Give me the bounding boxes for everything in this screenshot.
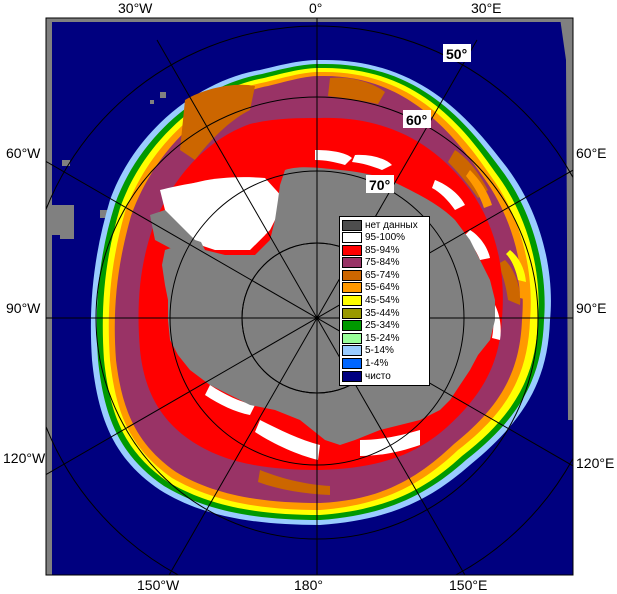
lat-label-60-box xyxy=(403,110,431,128)
legend-swatch xyxy=(342,282,362,294)
legend-swatch xyxy=(342,295,362,307)
map-border xyxy=(45,17,574,576)
legend-swatch xyxy=(342,244,362,256)
lat-label-50-box xyxy=(443,44,471,62)
legend-swatch xyxy=(342,320,362,332)
legend-item: 55-64% xyxy=(342,282,428,294)
legend-label: 75-84% xyxy=(365,257,400,269)
ice-shelf xyxy=(160,180,275,250)
legend-label: 25-34% xyxy=(365,320,400,332)
legend-label: 55-64% xyxy=(365,282,400,294)
no-data-corner xyxy=(560,18,573,420)
legend-item: нет данных xyxy=(342,219,428,231)
lon-label-180: 180° xyxy=(294,577,323,593)
legend-label: 1-4% xyxy=(365,358,389,370)
lon-label-150w: 150°W xyxy=(137,577,180,593)
ice-zone-45-54 xyxy=(506,250,526,282)
legend-swatch xyxy=(342,257,362,269)
lon-label-60e: 60°E xyxy=(576,145,607,161)
legend-item: чисто xyxy=(342,370,428,382)
lon-label-30e: 30°E xyxy=(471,0,502,16)
legend-label: 85-94% xyxy=(365,244,400,256)
lon-label-30w: 30°W xyxy=(118,0,153,16)
legend-swatch xyxy=(342,358,362,370)
legend-label: нет данных xyxy=(365,219,418,231)
lon-label-120e: 120°E xyxy=(576,455,614,471)
lon-label-120w: 120°W xyxy=(3,450,46,466)
legend-label: 5-14% xyxy=(365,345,394,357)
legend-label: 95-100% xyxy=(365,232,406,244)
legend-label: чисто xyxy=(365,370,391,382)
lon-label-150e: 150°E xyxy=(449,577,487,593)
legend-item: 75-84% xyxy=(342,257,428,269)
legend-item: 45-54% xyxy=(342,295,428,307)
legend-label: 35-44% xyxy=(365,307,400,319)
lat-label-70: 70° xyxy=(369,177,390,193)
legend-item: 35-44% xyxy=(342,307,428,319)
lon-label-0: 0° xyxy=(309,0,322,16)
graticule xyxy=(46,18,573,575)
lon-label-90w: 90°W xyxy=(6,300,41,316)
lon-label-60w: 60°W xyxy=(6,145,41,161)
legend-swatch xyxy=(342,232,362,244)
legend-item: 15-24% xyxy=(342,332,428,344)
legend-label: 45-54% xyxy=(365,295,400,307)
lon-label-90e: 90°E xyxy=(576,300,607,316)
legend: нет данных 95-100% 85-94% 75-84% 65-74% 55-64… xyxy=(339,216,430,386)
legend-item: 5-14% xyxy=(342,345,428,357)
legend-swatch xyxy=(342,269,362,281)
legend-swatch xyxy=(342,332,362,344)
legend-label: 65-74% xyxy=(365,269,400,281)
legend-swatch xyxy=(342,307,362,319)
legend-item: 1-4% xyxy=(342,358,428,370)
legend-label: 15-24% xyxy=(365,332,400,344)
legend-swatch xyxy=(342,345,362,357)
legend-swatch xyxy=(342,370,362,382)
legend-item: 65-74% xyxy=(342,269,428,281)
legend-swatch xyxy=(342,219,362,231)
lat-label-50: 50° xyxy=(446,46,467,62)
lat-label-70-box xyxy=(366,175,394,193)
no-data-specks xyxy=(52,92,166,239)
legend-item: 95-100% xyxy=(342,232,428,244)
legend-item: 25-34% xyxy=(342,320,428,332)
lat-label-60: 60° xyxy=(406,112,427,128)
legend-item: 85-94% xyxy=(342,244,428,256)
